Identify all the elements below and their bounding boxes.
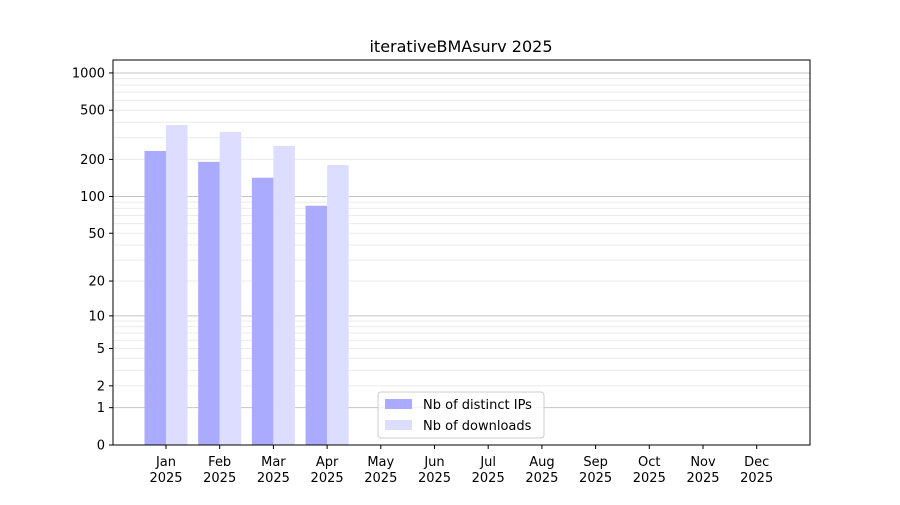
x-tick-label: Jul 2025 <box>472 455 505 486</box>
bar-distinct-ips <box>198 161 220 445</box>
bar-downloads <box>166 124 188 445</box>
x-tick-label: May 2025 <box>364 455 397 486</box>
x-tick-label: Apr 2025 <box>311 455 344 486</box>
chart-title: iterativeBMAsurv 2025 <box>369 37 552 56</box>
y-tick-label: 500 <box>80 104 105 119</box>
x-tick-label: Sep 2025 <box>579 455 612 486</box>
legend-swatch <box>385 420 412 430</box>
bar-distinct-ips <box>251 177 274 445</box>
x-tick-label: Jun 2025 <box>418 455 451 486</box>
bar-distinct-ips <box>305 205 328 445</box>
y-tick-label: 50 <box>88 227 105 242</box>
legend-label: Nb of downloads <box>423 419 532 434</box>
y-tick-label: 100 <box>80 190 105 205</box>
x-tick-label: Mar 2025 <box>257 455 290 486</box>
y-tick-label: 5 <box>97 342 105 357</box>
y-tick-label: 2 <box>97 379 105 394</box>
bar-downloads <box>273 145 295 445</box>
bar-downloads <box>219 131 242 445</box>
y-tick-label: 1 <box>97 401 105 416</box>
y-tick-label: 200 <box>80 153 105 168</box>
x-tick-label: Jan 2025 <box>149 455 182 486</box>
x-tick-label: Aug 2025 <box>525 455 558 486</box>
y-tick-label: 10 <box>88 309 105 324</box>
x-tick-label: Dec 2025 <box>740 455 773 486</box>
y-tick-label: 1000 <box>72 66 105 81</box>
x-tick-label: Oct 2025 <box>633 455 666 486</box>
plot-frame <box>112 59 811 446</box>
y-tick-label: 0 <box>97 439 105 454</box>
bar-downloads <box>327 165 349 445</box>
x-tick-label: Nov 2025 <box>686 455 719 486</box>
legend-label: Nb of distinct IPs <box>423 398 532 413</box>
legend-box <box>377 391 545 439</box>
x-tick-label: Feb 2025 <box>203 455 236 486</box>
legend-swatch <box>385 399 412 409</box>
bar-distinct-ips <box>144 150 166 445</box>
y-tick-label: 20 <box>88 275 105 290</box>
